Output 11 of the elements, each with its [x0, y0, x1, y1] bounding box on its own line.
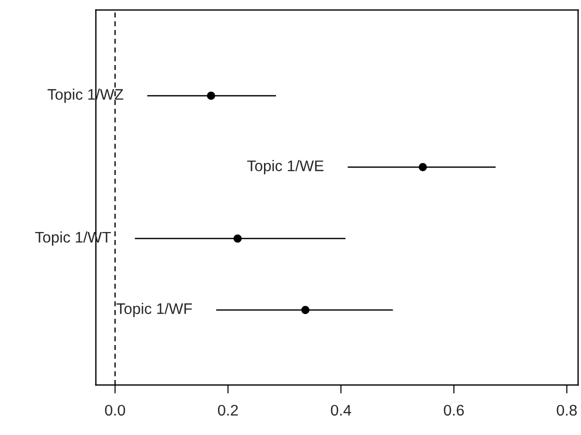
- x-tick-label: 0.0: [105, 404, 126, 416]
- x-tick-label: 0.4: [330, 404, 352, 416]
- point: [233, 234, 242, 243]
- point: [301, 306, 310, 314]
- y-tick-label: Topic 1/WE: [247, 160, 324, 174]
- x-tick-label: 0.6: [444, 404, 464, 416]
- x-tick-label: 0.2: [218, 404, 238, 416]
- point: [206, 92, 216, 100]
- x-tick-label: 0.8: [556, 404, 577, 416]
- y-tick-label: Topic 1/WF: [116, 302, 192, 318]
- point: [418, 163, 427, 172]
